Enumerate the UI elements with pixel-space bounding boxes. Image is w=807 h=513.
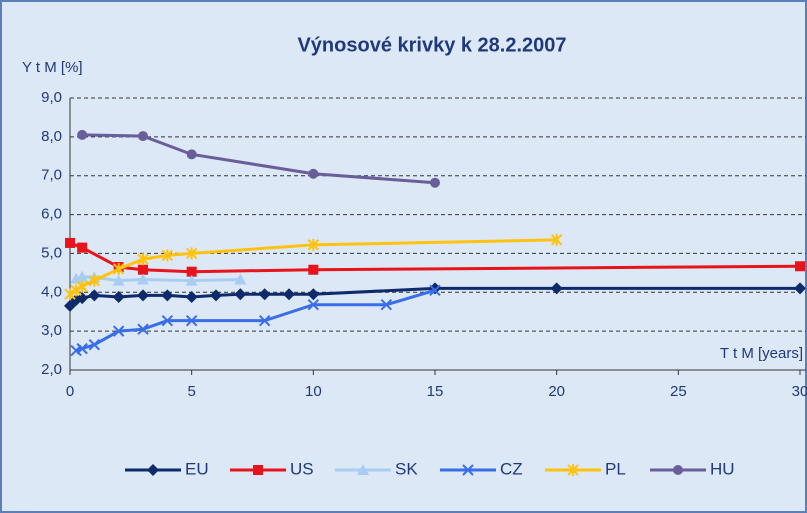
y-tick-label: 6,0: [41, 206, 62, 223]
marker: [76, 292, 89, 305]
y-tick-label: 9,0: [41, 89, 62, 106]
y-axis-title: Y t M [%]: [22, 59, 83, 76]
marker: [112, 325, 125, 337]
marker: [258, 288, 271, 301]
marker: [185, 247, 198, 260]
marker: [161, 289, 174, 302]
marker: [76, 280, 88, 293]
legend-marker: [253, 465, 263, 475]
marker: [64, 288, 76, 301]
series-line: [68, 286, 800, 307]
marker: [88, 274, 101, 287]
marker: [380, 299, 393, 311]
marker: [794, 282, 806, 295]
marker: [161, 314, 174, 327]
marker: [550, 282, 563, 295]
marker: [283, 288, 295, 301]
legend-marker: [673, 465, 683, 475]
marker: [112, 290, 125, 303]
x-tick-label: 15: [427, 383, 444, 400]
marker: [550, 233, 563, 246]
marker: [161, 249, 174, 262]
marker: [307, 238, 320, 251]
x-tick-label: 5: [187, 383, 195, 400]
marker: [234, 288, 247, 301]
marker: [76, 342, 88, 355]
legend-marker: [147, 464, 159, 476]
marker: [77, 242, 88, 253]
marker: [138, 264, 148, 275]
marker: [307, 299, 320, 311]
marker: [308, 264, 319, 275]
marker: [76, 270, 89, 282]
marker: [186, 266, 197, 277]
x-axis-title: T t M [years]: [720, 345, 803, 362]
marker: [430, 177, 440, 188]
marker: [308, 168, 319, 179]
y-tick-label: 3,0: [41, 322, 62, 339]
marker: [185, 290, 198, 303]
legend-label: CZ: [500, 459, 523, 478]
x-tick-label: 30: [792, 383, 807, 400]
x-tick-label: 0: [66, 383, 74, 400]
x-tick-label: 20: [548, 383, 565, 400]
marker: [795, 261, 805, 272]
x-tick-label: 25: [670, 383, 687, 400]
marker: [137, 273, 149, 285]
marker: [234, 273, 247, 285]
y-tick-label: 8,0: [41, 128, 62, 145]
legend-label: PL: [605, 459, 626, 478]
marker: [186, 149, 197, 160]
y-tick-label: 7,0: [41, 167, 62, 184]
x-tick-label: 10: [305, 383, 322, 400]
marker: [307, 288, 320, 301]
marker: [88, 339, 101, 351]
marker: [137, 323, 149, 335]
legend-label: US: [290, 459, 314, 478]
legend-marker: [567, 464, 579, 476]
legend-label: SK: [395, 459, 418, 478]
y-tick-label: 4,0: [41, 283, 62, 300]
legend-marker: [462, 464, 474, 476]
marker: [137, 289, 149, 302]
marker: [429, 284, 441, 297]
marker: [70, 284, 82, 297]
marker: [65, 237, 75, 248]
marker: [77, 129, 88, 140]
marker: [138, 131, 148, 142]
marker: [185, 314, 198, 327]
chart-title: Výnosové krivky k 28.2.2007: [297, 34, 566, 56]
marker: [137, 253, 149, 266]
marker: [258, 314, 271, 327]
y-tick-label: 5,0: [41, 244, 62, 261]
marker: [210, 289, 222, 302]
marker: [185, 274, 198, 286]
y-tick-label: 2,0: [41, 361, 62, 378]
legend-label: EU: [185, 459, 209, 478]
legend-marker: [357, 464, 369, 475]
marker: [88, 289, 101, 302]
marker: [112, 262, 125, 275]
marker: [112, 274, 125, 286]
legend-label: HU: [710, 459, 735, 478]
